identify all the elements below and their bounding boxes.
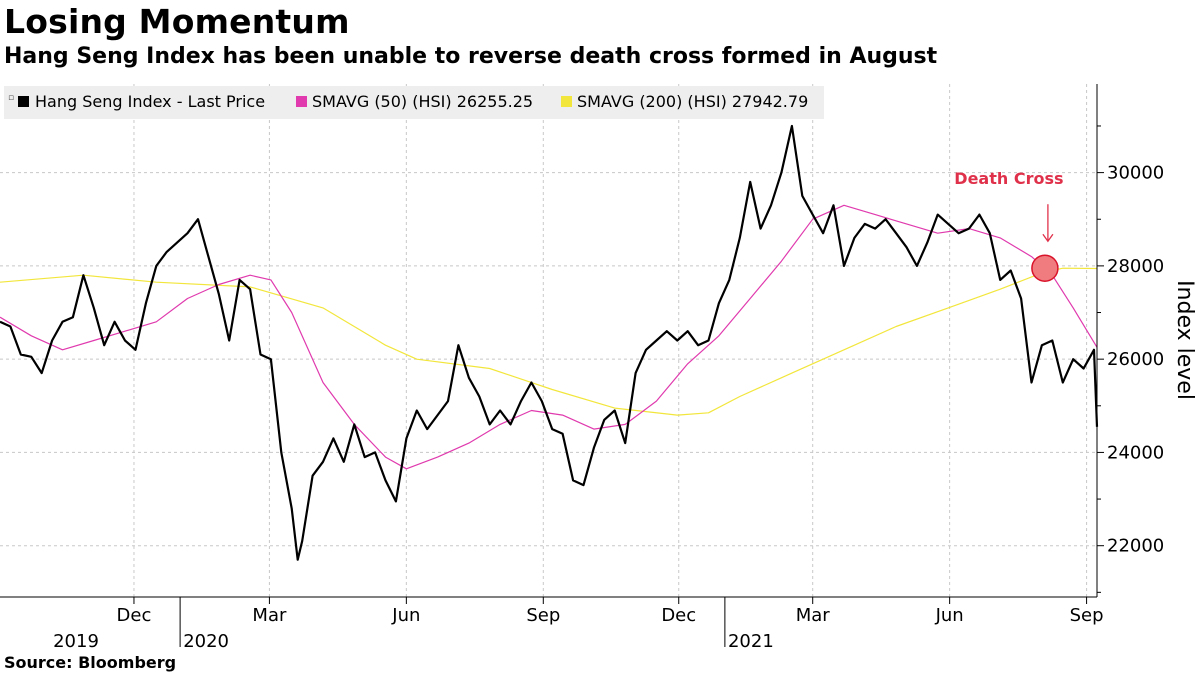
axes: 22000 24000 26000 28000 30000 Dec Mar Jun Sep Dec… — [0, 84, 1164, 652]
year-label: 2021 — [728, 631, 774, 652]
legend-label-sma200: SMAVG (200) (HSI) 27942.79 — [577, 92, 808, 111]
legend-handle-icon: ▫ — [8, 93, 14, 103]
y-tick-label: 28000 — [1107, 256, 1164, 277]
legend: ▫ Hang Seng Index - Last Price SMAVG (50… — [4, 86, 824, 119]
legend-swatch-sma200 — [561, 96, 572, 107]
x-tick-label: Jun — [935, 605, 964, 626]
y-tick-label: 26000 — [1107, 349, 1164, 370]
death-cross-marker — [1031, 254, 1059, 282]
y-tick-label: 22000 — [1107, 536, 1164, 557]
x-tick-label: Jun — [391, 605, 420, 626]
death-cross-annotation: Death Cross — [954, 169, 1064, 282]
year-label: 2019 — [53, 631, 99, 652]
death-cross-arrowhead — [1042, 233, 1054, 243]
legend-swatch-sma50 — [296, 96, 307, 107]
x-tick-label: Dec — [117, 605, 152, 626]
sma200-line — [0, 267, 1098, 416]
x-tick-label: Mar — [796, 605, 831, 626]
x-tick-label: Mar — [252, 605, 287, 626]
sma50-line — [0, 204, 1098, 470]
x-tick-label: Dec — [661, 605, 696, 626]
chart-subtitle: Hang Seng Index has been unable to rever… — [4, 44, 938, 69]
x-tick-label: Sep — [526, 605, 560, 626]
death-cross-label: Death Cross — [954, 169, 1063, 188]
legend-label-price: Hang Seng Index - Last Price — [35, 92, 265, 111]
price-line — [0, 124, 1099, 561]
legend-label-sma50: SMAVG (50) (HSI) 26255.25 — [312, 92, 533, 111]
x-tick-label: Sep — [1070, 605, 1104, 626]
series-lines — [0, 124, 1099, 561]
grid-lines — [0, 84, 1097, 597]
chart-title: Losing Momentum — [4, 2, 350, 41]
year-label: 2020 — [183, 631, 229, 652]
y-tick-label: 24000 — [1107, 442, 1164, 463]
legend-background — [4, 86, 824, 119]
source-note: Source: Bloomberg — [4, 653, 177, 672]
legend-swatch-price — [18, 96, 29, 107]
y-tick-label: 30000 — [1107, 163, 1164, 184]
y-axis-label: Index level — [1172, 280, 1197, 400]
